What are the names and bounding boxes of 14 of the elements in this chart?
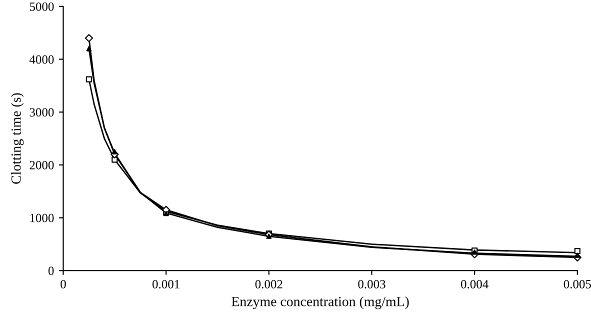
- x-tick-label: 0.003: [358, 280, 386, 288]
- y-tick-label: 3000: [30, 108, 54, 117]
- y-tick-label: 2000: [30, 160, 54, 170]
- x-tick-label: 0.001: [152, 280, 180, 288]
- x-tick-label: 0.005: [564, 280, 591, 288]
- y-tick-label: 0: [48, 266, 54, 276]
- y-tick-label: 4000: [29, 55, 54, 64]
- x-tick-label: 0: [60, 280, 66, 288]
- y-tick-label: 1000: [30, 214, 54, 222]
- x-axis-title: Enzyme concentration (mg/mL): [232, 296, 409, 310]
- x-tick-label: 0.004: [460, 280, 488, 288]
- y-axis-title: Clotting time (s): [11, 93, 24, 184]
- y-tick-label: 5000: [30, 2, 54, 11]
- x-tick-label: 0.002: [255, 280, 282, 288]
